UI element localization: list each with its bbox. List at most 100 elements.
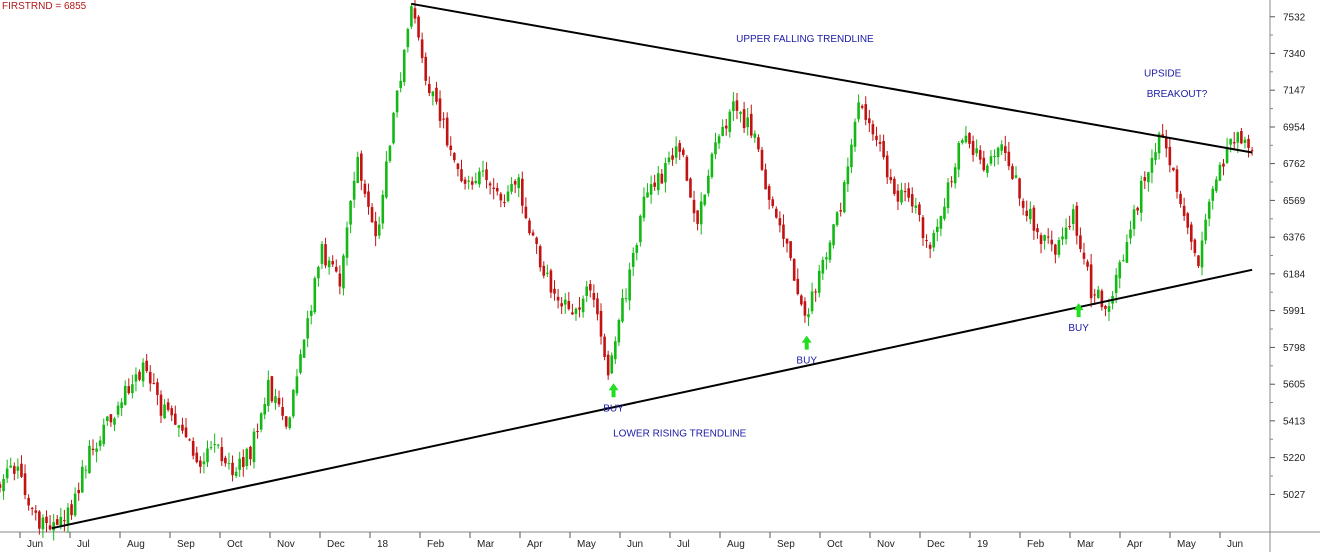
candle-body [442,118,445,120]
candle-body [857,102,860,120]
candle-body [16,466,20,471]
candle-body [732,101,735,112]
candle-body [1189,224,1193,242]
candle-body [1250,150,1254,152]
candle-body [1118,262,1122,279]
candle-body [478,171,481,185]
annotation-label: UPSIDE [1144,68,1182,79]
candle-body [835,212,839,226]
candle-body [943,206,946,219]
candle-body [588,284,592,291]
candle-body [342,255,345,289]
candle-body [964,135,968,143]
candle-body [771,199,775,206]
candle-body [456,163,460,170]
candle-body [903,191,907,193]
candle-body [173,413,177,425]
x-tick-label: Jun [1227,539,1243,550]
candle-body [1000,144,1003,151]
candle-body [850,144,853,168]
candle-body [241,457,245,467]
candle-body [116,405,120,415]
x-tick-label: Jul [677,539,690,550]
candle-body [1054,244,1057,255]
x-tick-label: May [577,539,596,550]
y-tick-label: 5220 [1283,453,1306,464]
candle-body [188,439,191,441]
candle-body [592,293,596,300]
candle-body [1232,142,1236,144]
candle-body [685,156,689,181]
candle-body [1107,305,1111,312]
candle-body [48,525,52,530]
candle-body [55,519,59,525]
candle-body [453,153,456,161]
candle-body [181,424,184,431]
candle-body [810,291,814,312]
candle-body [807,314,810,318]
trendline [411,2,1253,154]
candle-body [470,181,474,185]
y-tick-label: 6954 [1283,122,1306,133]
candle-body [320,244,324,264]
candle-body [191,440,195,456]
candle-body [674,146,678,158]
candle-body [692,199,696,214]
buy-label: BUY [796,356,817,367]
candle-body [73,493,77,516]
y-tick-label: 6762 [1283,159,1306,170]
candle-body [971,140,975,155]
buy-signals: BUY BUY BUY [603,303,1089,414]
candle-body [292,389,295,417]
candle-body [989,156,993,164]
candle-body [853,121,857,147]
candle-body [621,297,624,322]
x-tick-label: Nov [877,539,895,550]
candle-body [77,489,81,494]
candle-body [156,382,159,395]
candle-body [1039,235,1043,245]
candle-body [1050,239,1054,245]
candles [0,0,1254,541]
candle-body [349,201,352,225]
candle-body [288,417,292,428]
candle-body [338,273,342,287]
candle-body [313,278,317,313]
candle-body [1139,180,1143,213]
candle-body [567,301,571,310]
candle-body [757,137,760,150]
y-tick-label: 5413 [1283,416,1306,427]
candle-body [599,310,603,337]
candle-body [671,155,674,160]
candle-body [1011,166,1014,179]
candle-body [395,90,399,113]
candle-body [950,181,953,183]
candle-body [524,206,528,219]
candle-body [449,145,453,150]
annotation-label: LOWER RISING TRENDLINE [613,429,746,440]
candle-body [510,183,513,192]
candle-body [216,444,220,446]
x-tick-label: Feb [1027,539,1045,550]
candle-body [66,507,70,524]
y-tick-label: 7147 [1283,86,1306,97]
y-tick-label: 7532 [1283,12,1306,23]
candle-body [138,371,141,380]
candle-body [513,181,517,185]
candle-body [0,484,2,488]
candle-body [842,182,846,213]
candle-body [574,308,578,314]
candle-body [252,431,256,463]
candle-body [764,169,767,190]
candle-body [646,192,649,198]
candle-body [102,424,106,445]
candle-body [1018,178,1021,199]
candle-body [45,516,48,524]
candle-body [1104,306,1107,309]
candle-body [753,133,757,138]
candle-body [696,210,699,224]
candle-body [148,371,152,384]
candle-body [1240,131,1243,144]
x-tick-label: Mar [1077,539,1095,550]
candle-body [27,497,30,506]
